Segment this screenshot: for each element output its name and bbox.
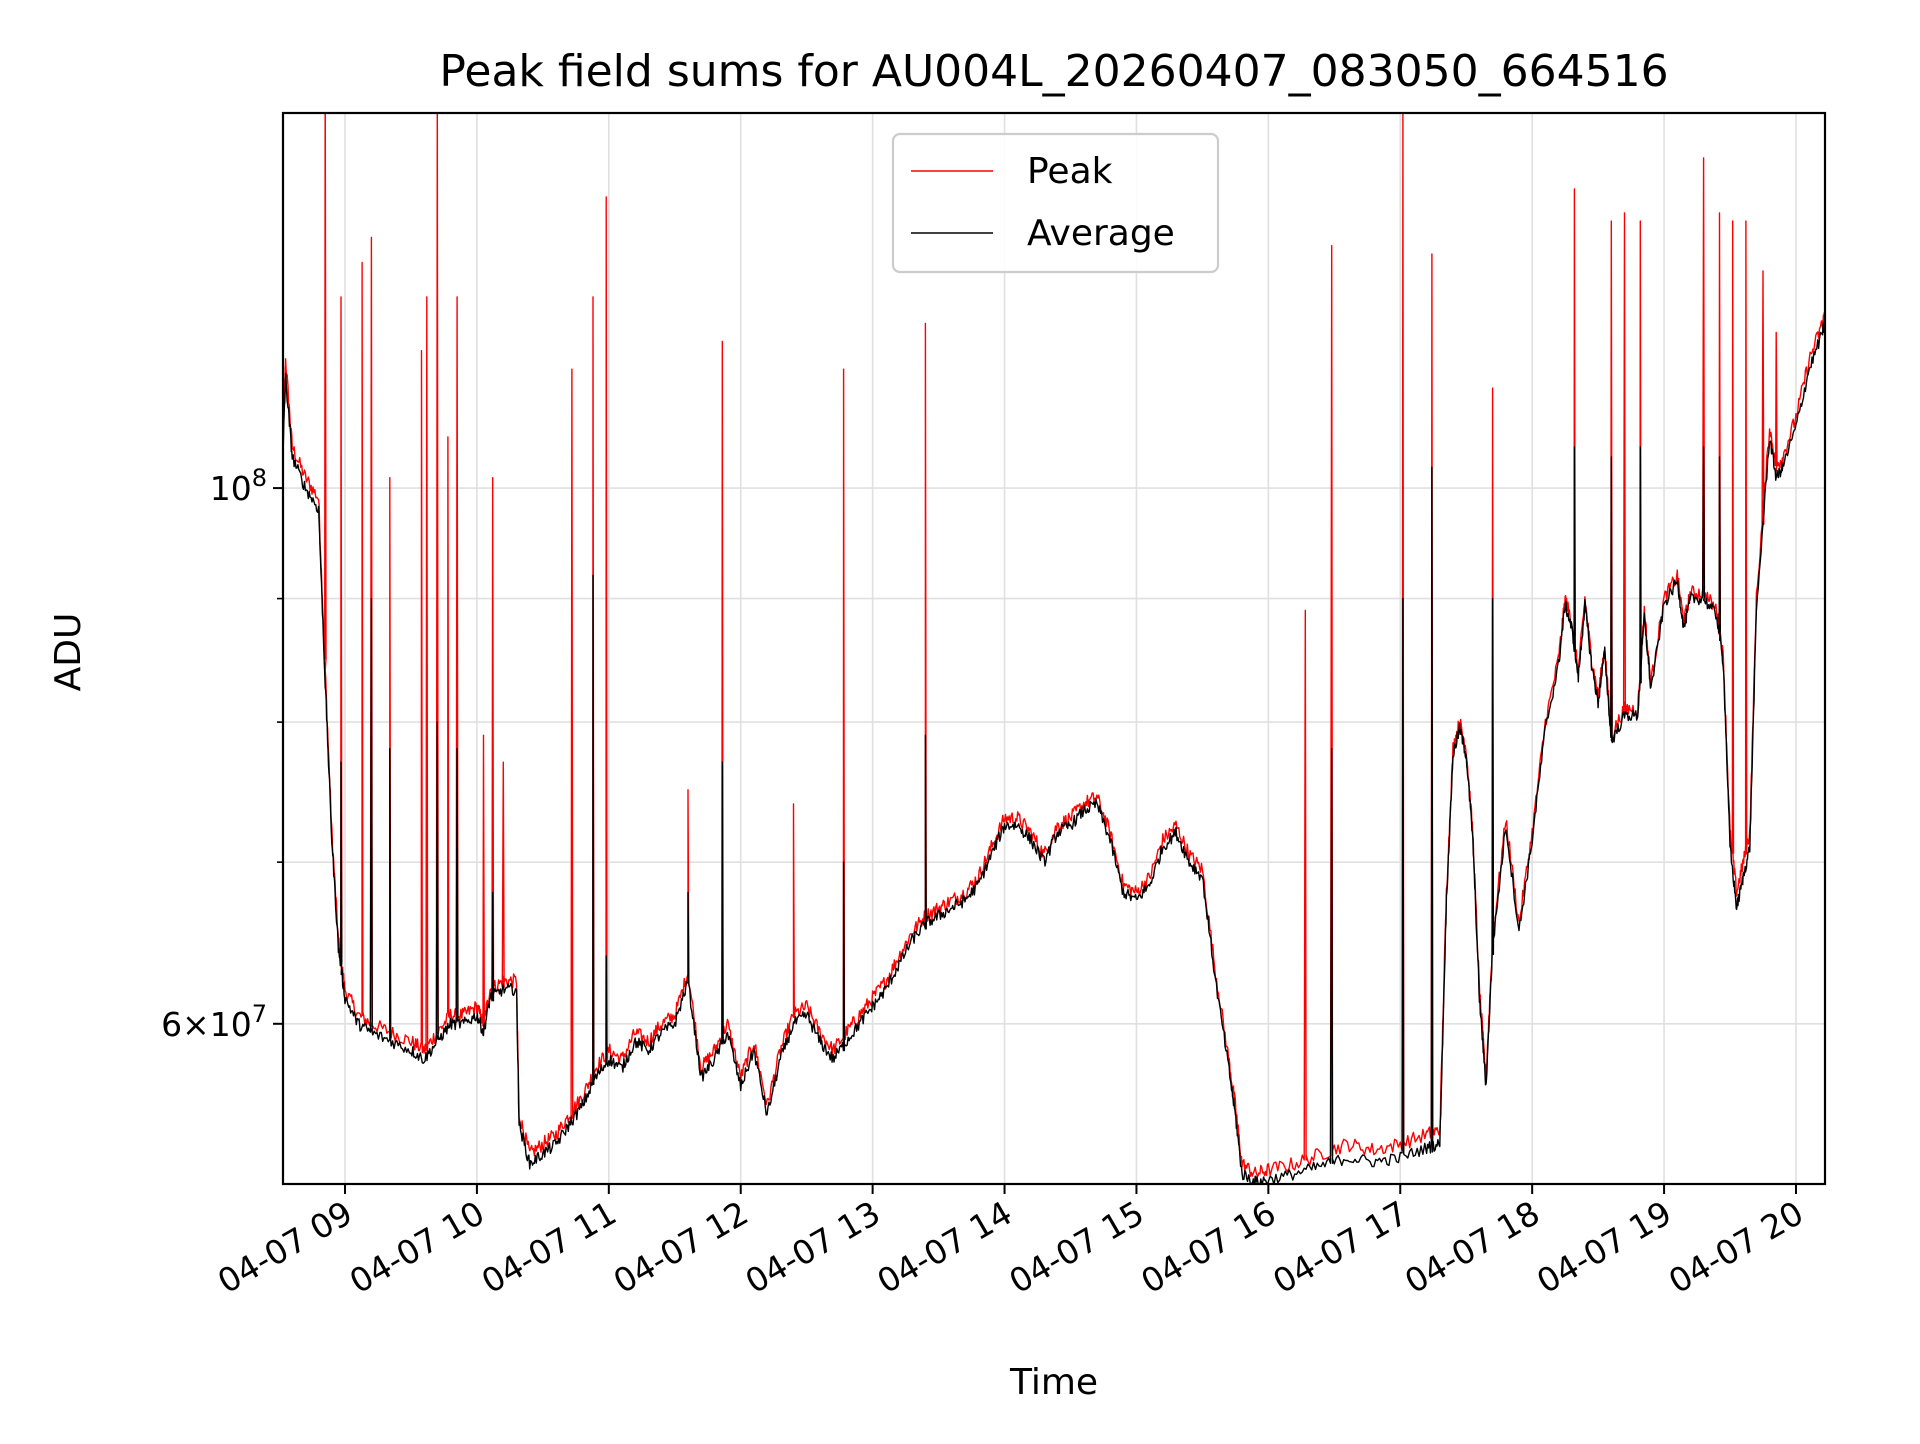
y-axis-label: ADU: [48, 613, 89, 692]
series-average-line: [283, 321, 1825, 1184]
legend: Peak Average: [891, 132, 1220, 274]
series-average-line-group: [283, 321, 1825, 1184]
plot-frame: [281, 111, 1827, 1186]
series-layer: [283, 113, 1825, 1184]
grid: [283, 113, 1825, 1184]
y-tick-label: 108: [210, 464, 267, 508]
legend-label-peak: Peak: [1027, 151, 1113, 192]
legend-box: [891, 132, 1220, 274]
x-axis-label: Time: [1009, 1362, 1098, 1403]
legend-label-average: Average: [1027, 213, 1175, 254]
chart-title: Peak field sums for AU004L_20260407_0830…: [439, 46, 1668, 97]
y-tick-label: 6×107: [161, 1000, 267, 1044]
